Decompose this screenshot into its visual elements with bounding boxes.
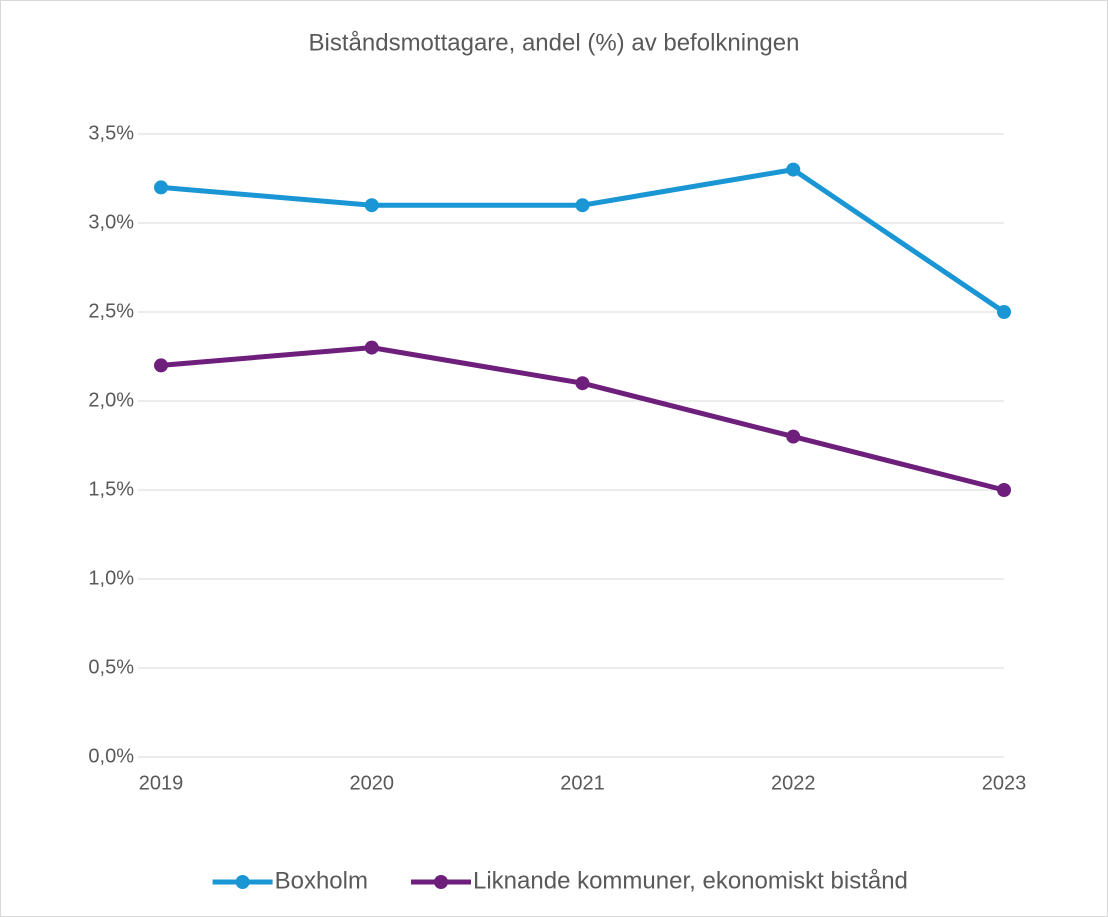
x-tick-label: 2021 bbox=[560, 772, 605, 794]
data-point bbox=[997, 305, 1011, 319]
data-point bbox=[364, 340, 379, 355]
y-tick-label: 3,5% bbox=[88, 122, 134, 144]
y-tick-label: 3,0% bbox=[88, 211, 134, 233]
y-tick-label: 2,5% bbox=[88, 300, 134, 322]
y-tick-label: 1,5% bbox=[88, 478, 134, 500]
y-tick-label: 2,0% bbox=[88, 389, 134, 411]
legend-marker bbox=[434, 875, 448, 889]
x-tick-label: 2020 bbox=[350, 772, 395, 794]
y-tick-label: 1,0% bbox=[88, 567, 134, 589]
legend-label: Liknande kommuner, ekonomiskt bistånd bbox=[473, 867, 908, 894]
x-tick-label: 2022 bbox=[771, 772, 816, 794]
data-point bbox=[154, 358, 168, 373]
x-tick-label: 2019 bbox=[139, 772, 184, 794]
y-tick-label: 0,0% bbox=[88, 745, 134, 767]
data-point bbox=[154, 180, 168, 195]
data-point bbox=[575, 376, 590, 391]
legend-marker bbox=[235, 875, 250, 889]
data-point bbox=[575, 198, 590, 213]
data-point bbox=[786, 162, 801, 177]
data-point bbox=[997, 483, 1011, 497]
data-point bbox=[786, 429, 801, 444]
x-tick-label: 2023 bbox=[982, 772, 1027, 794]
legend-label: Boxholm bbox=[275, 867, 368, 894]
chart-title: Biståndsmottagare, andel (%) av befolkni… bbox=[309, 29, 800, 56]
data-point bbox=[364, 198, 379, 213]
y-tick-label: 0,5% bbox=[88, 656, 134, 678]
